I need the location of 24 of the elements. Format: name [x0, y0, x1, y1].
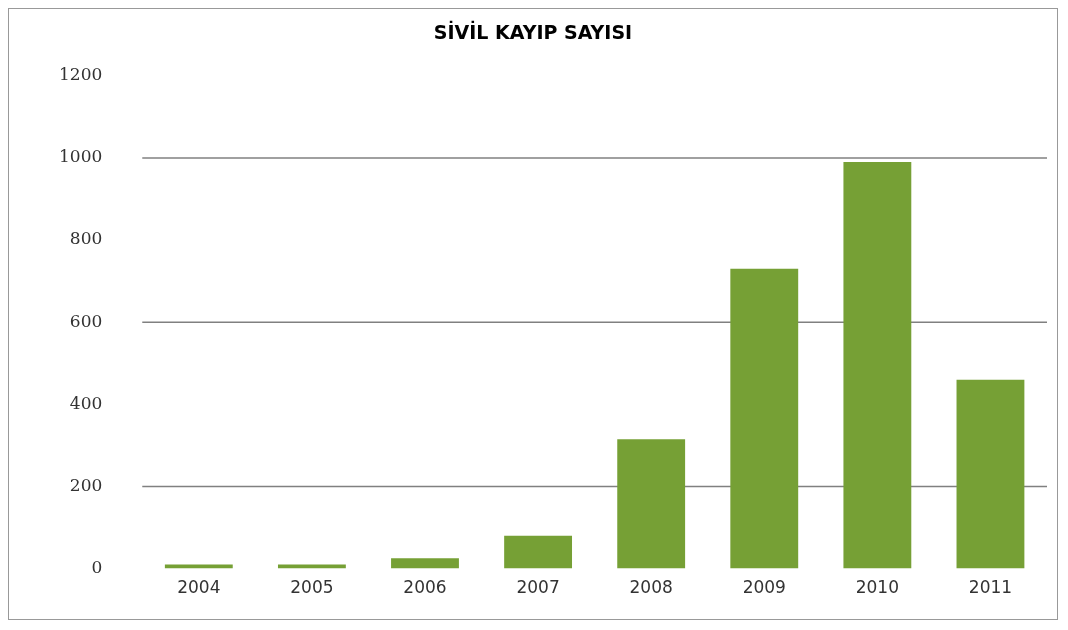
bar [504, 535, 573, 569]
bar [277, 564, 346, 569]
x-tick-label: 2008 [629, 577, 673, 598]
y-tick-label: 600 [69, 310, 103, 331]
chart-title: SİVİL KAYIP SAYISI [433, 20, 633, 44]
x-tick-label: 2004 [177, 577, 221, 598]
x-tick-label: 2005 [290, 577, 334, 598]
x-tick-label: 2010 [855, 577, 899, 598]
bar [730, 268, 799, 569]
x-tick-label: 2011 [968, 577, 1013, 598]
bar [391, 558, 459, 569]
bar [843, 162, 912, 569]
y-tick-label: 1200 [59, 64, 103, 85]
x-tick-label: 2009 [742, 577, 786, 598]
x-tick-label: 2006 [403, 577, 447, 598]
y-tick-label: 1000 [59, 146, 103, 167]
y-tick-label: 0 [91, 557, 103, 578]
bar [956, 379, 1025, 569]
x-tick-label: 2007 [516, 577, 560, 598]
y-tick-label: 400 [69, 392, 103, 413]
bar [617, 439, 686, 569]
y-tick-label: 800 [69, 228, 103, 249]
y-tick-label: 200 [69, 474, 103, 495]
bar [164, 564, 233, 569]
